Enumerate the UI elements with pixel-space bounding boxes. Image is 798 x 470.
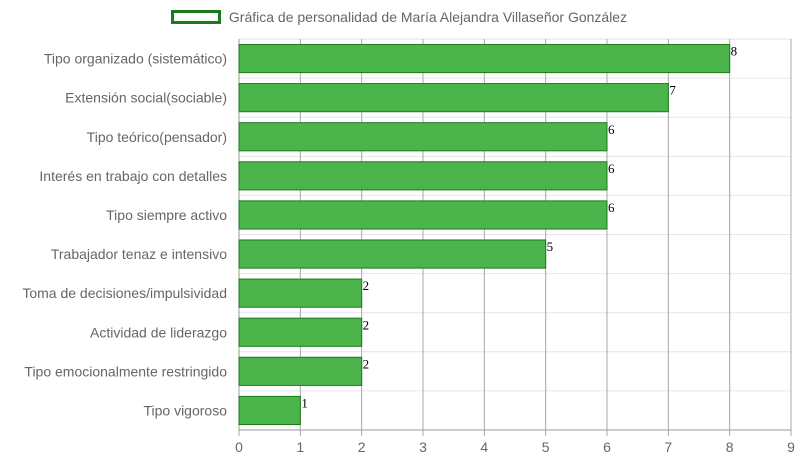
data-label: 6 (608, 161, 615, 176)
x-tick-label: 3 (419, 439, 427, 455)
category-label: Tipo emocionalmente restringido (24, 363, 227, 379)
bar (238, 239, 547, 269)
bar (238, 161, 608, 191)
category-label: Actividad de liderazgo (90, 324, 227, 340)
x-tick-label: 9 (787, 439, 795, 455)
bar (238, 122, 608, 152)
category-label: Tipo teórico(pensador) (87, 129, 227, 145)
category-label: Toma de decisiones/impulsividad (22, 285, 227, 301)
x-tick-label: 7 (664, 439, 672, 455)
data-label: 6 (608, 200, 615, 215)
x-tick-label: 6 (603, 439, 611, 455)
x-tick-label: 0 (235, 439, 243, 455)
x-tick-label: 1 (296, 439, 304, 455)
bar (238, 200, 608, 230)
data-label: 1 (301, 395, 308, 410)
x-tick-label: 5 (542, 439, 550, 455)
bar (238, 395, 301, 426)
category-label: Tipo vigoroso (143, 402, 227, 418)
x-tick-label: 8 (726, 439, 734, 455)
category-label: Interés en trabajo con detalles (39, 168, 227, 184)
bar (238, 43, 731, 74)
bar (238, 356, 363, 386)
data-label: 2 (363, 356, 370, 371)
bar (238, 83, 669, 113)
category-label: Extensión social(sociable) (65, 90, 227, 106)
data-label: 2 (363, 278, 370, 293)
category-label: Tipo organizado (sistemático) (44, 51, 227, 67)
data-label: 5 (547, 239, 554, 254)
x-tick-label: 2 (358, 439, 366, 455)
bar (238, 317, 363, 347)
data-label: 2 (363, 317, 370, 332)
data-label: 8 (731, 44, 738, 59)
data-label: 7 (669, 83, 676, 98)
x-tick-label: 4 (480, 439, 488, 455)
category-label: Tipo siempre activo (106, 207, 227, 223)
bar (238, 278, 363, 308)
category-label: Trabajador tenaz e intensivo (51, 246, 227, 262)
data-label: 6 (608, 122, 615, 137)
